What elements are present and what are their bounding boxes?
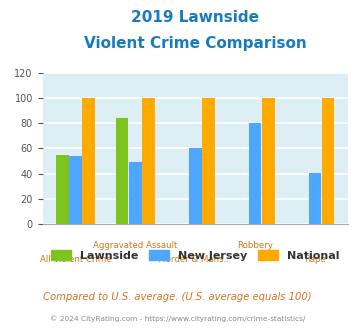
Bar [116, 118, 129, 224]
Text: All Violent Crime: All Violent Crime [40, 255, 111, 264]
Bar [129, 162, 142, 224]
Bar [82, 98, 95, 224]
Text: 2019 Lawnside: 2019 Lawnside [131, 10, 259, 25]
Bar [322, 98, 334, 224]
Text: Violent Crime Comparison: Violent Crime Comparison [84, 36, 307, 51]
Text: Robbery: Robbery [237, 241, 273, 250]
Text: Rape: Rape [304, 255, 326, 264]
Legend: Lawnside, New Jersey, National: Lawnside, New Jersey, National [46, 246, 344, 265]
Text: Aggravated Assault: Aggravated Assault [93, 241, 178, 250]
Bar [69, 156, 82, 224]
Bar [56, 155, 69, 224]
Text: Murder & Mans...: Murder & Mans... [158, 255, 232, 264]
Bar [189, 148, 202, 224]
Bar [142, 98, 155, 224]
Bar [309, 173, 321, 224]
Bar [202, 98, 215, 224]
Bar [249, 123, 261, 224]
Bar [262, 98, 274, 224]
Text: Compared to U.S. average. (U.S. average equals 100): Compared to U.S. average. (U.S. average … [43, 292, 312, 302]
Text: © 2024 CityRating.com - https://www.cityrating.com/crime-statistics/: © 2024 CityRating.com - https://www.city… [50, 315, 305, 322]
